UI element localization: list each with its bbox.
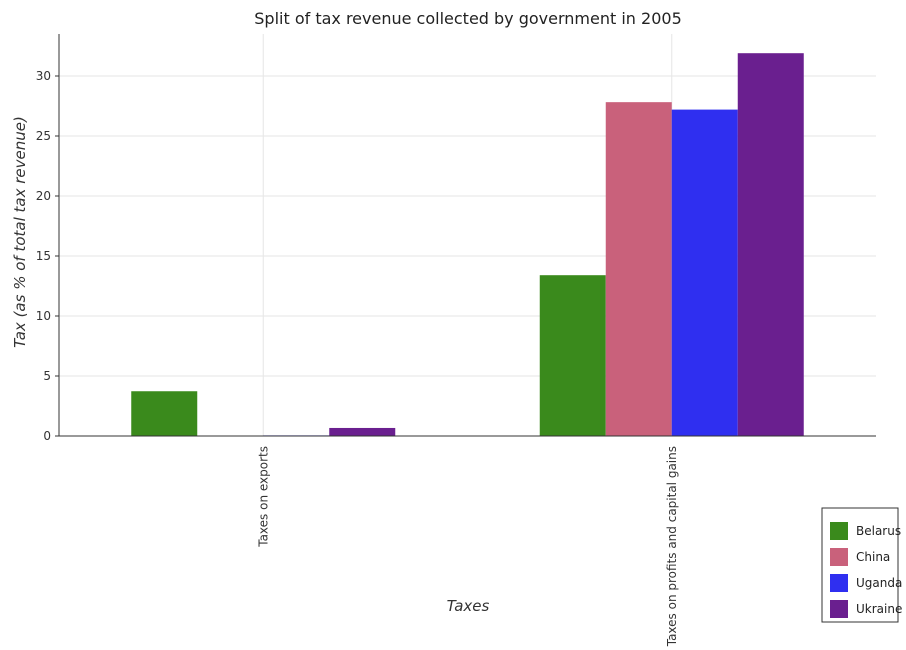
y-tick-labels: 0 5 10 15 20 25 30 (36, 69, 59, 443)
x-tick-label: Taxes on exports (256, 446, 270, 548)
y-tick-label: 15 (36, 249, 51, 263)
legend-label-china: China (856, 550, 890, 564)
grid (59, 34, 876, 437)
y-tick-label: 0 (43, 429, 51, 443)
bar-uganda (671, 109, 738, 436)
legend-label-belarus: Belarus (856, 524, 901, 538)
legend-label-ukraine: Ukraine (856, 602, 902, 616)
bar-belarus (131, 391, 198, 436)
x-tick-labels: Taxes on exports Taxes on profits and cap… (256, 446, 679, 647)
axes (58, 34, 876, 437)
y-tick-label: 25 (36, 129, 51, 143)
y-tick-label: 20 (36, 189, 51, 203)
legend-swatch-china (830, 548, 848, 566)
legend: Belarus China Uganda Ukraine (821, 507, 902, 623)
y-axis-label: Tax (as % of total tax revenue) (11, 116, 29, 348)
bar-belarus (539, 275, 606, 436)
y-tick-label: 10 (36, 309, 51, 323)
x-tick-label: Taxes on profits and capital gains (665, 446, 679, 647)
bar-ukraine (737, 53, 804, 436)
bars (131, 53, 804, 436)
chart-title: Split of tax revenue collected by govern… (254, 9, 682, 28)
bar-china (605, 102, 672, 436)
y-tick-label: 30 (36, 69, 51, 83)
bar-ukraine (329, 427, 396, 436)
legend-label-uganda: Uganda (856, 576, 902, 590)
y-tick-label: 5 (43, 369, 51, 383)
legend-swatch-belarus (830, 522, 848, 540)
legend-swatch-ukraine (830, 600, 848, 618)
legend-swatch-uganda (830, 574, 848, 592)
x-axis-label: Taxes (447, 597, 490, 615)
